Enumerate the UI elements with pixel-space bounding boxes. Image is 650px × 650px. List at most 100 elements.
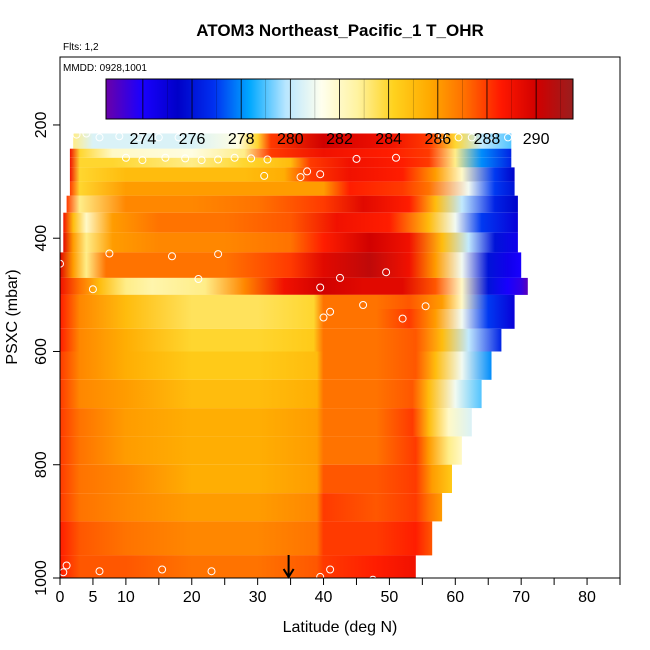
heatmap-row (60, 309, 515, 329)
x-tick-label: 20 (183, 589, 201, 606)
sample-point (135, 133, 144, 142)
heatmap-row (60, 294, 515, 309)
heatmap-layer (60, 96, 528, 578)
sample-point (247, 154, 256, 163)
flights-label: Flts: 1,2 (63, 42, 99, 53)
y-tick-label: 200 (33, 112, 50, 139)
sample-point (352, 154, 361, 163)
plot-frame (59, 56, 621, 579)
sample-point (398, 314, 407, 323)
heatmap-row (60, 351, 492, 380)
sample-point (260, 171, 269, 180)
y-tick-label: 600 (33, 338, 50, 365)
sample-point (263, 155, 272, 164)
sample-point (326, 565, 335, 574)
heatmap-row (60, 464, 452, 493)
colorbar: 274 276 278 280 282 284 286 288 290 (105, 78, 574, 148)
x-tick-label: 50 (381, 589, 399, 606)
sample-point (207, 567, 216, 576)
colorbar-tick-label: 284 (375, 131, 402, 148)
heatmap-row (60, 493, 443, 522)
sample-point (88, 285, 97, 294)
sample-point (154, 133, 163, 142)
sample-point (487, 132, 496, 141)
sample-point (174, 133, 183, 142)
heatmap-row (66, 195, 518, 213)
x-axis-label: Latitude (deg N) (283, 619, 398, 636)
heatmap-row (60, 252, 522, 278)
sample-point (454, 133, 463, 142)
sample-point (95, 567, 104, 576)
heatmap-row (60, 277, 528, 295)
heatmap-row (73, 133, 512, 149)
x-axis: 0 10 20 30 40 50 60 70 80 5 (56, 578, 621, 606)
sample-point (197, 156, 206, 165)
heatmap-row (69, 157, 512, 168)
sample-point (121, 153, 130, 162)
colorbar-tick-label: 280 (277, 131, 304, 148)
y-tick-label: 1000 (33, 560, 50, 596)
sample-point (336, 273, 344, 282)
x-tick-label: 70 (512, 589, 530, 606)
sample-point (115, 132, 124, 141)
sample-point (181, 154, 190, 163)
heatmap-row (69, 181, 515, 196)
x-tick-label: 40 (315, 589, 333, 606)
colorbar-tick-label: 282 (326, 131, 353, 148)
colorbar-tick-label: 276 (179, 131, 206, 148)
sample-point (158, 565, 167, 574)
colorbar-tick-label: 290 (523, 131, 550, 148)
sample-point (194, 275, 203, 283)
sample-point (316, 572, 325, 581)
sample-point (168, 252, 176, 261)
x-tick-label: 30 (249, 589, 267, 606)
sample-point (359, 301, 368, 309)
dates-label: MMDD: 0928,1001 (63, 63, 147, 74)
x-tick-label: 0 (56, 589, 65, 606)
x-tick-label: 10 (117, 589, 135, 606)
y-axis: 200 400 600 800 1000 (33, 112, 60, 596)
colorbar-tick-label: 286 (424, 131, 451, 148)
x-tick-label: 60 (446, 589, 464, 606)
sample-point (368, 575, 377, 584)
heatmap-row (69, 167, 515, 182)
sample-point (82, 129, 91, 138)
colorbar-tick-label: 274 (130, 131, 157, 148)
x-tick-label: 80 (578, 589, 596, 606)
chart-title: ATOM3 Northeast_Pacific_1 T_OHR (196, 21, 484, 40)
sample-point (214, 250, 223, 259)
colorbar-tick-label: 288 (474, 131, 501, 148)
sample-point (138, 156, 147, 165)
y-tick-label: 400 (33, 225, 50, 252)
sample-point (382, 268, 391, 277)
sample-point (62, 561, 71, 570)
sample-point (161, 153, 170, 162)
arrow-marker (282, 555, 295, 579)
sample-point (438, 132, 447, 141)
sample-point (303, 167, 312, 176)
sample-point (504, 133, 512, 142)
sample-point (467, 133, 476, 142)
sample-point (105, 249, 114, 258)
x-tick-label: 5 (88, 589, 97, 606)
y-tick-label: 800 (33, 451, 50, 478)
sample-point (296, 173, 305, 182)
sample-point (214, 155, 223, 164)
heatmap-row (60, 408, 472, 437)
y-axis-label: PSXC (mbar) (4, 269, 21, 364)
sample-point (421, 302, 430, 311)
heatmap-row (63, 212, 518, 233)
heatmap-row (60, 436, 462, 465)
arrow-head (282, 568, 295, 579)
sample-point (319, 313, 328, 322)
sample-point (392, 153, 400, 162)
heatmap-row (60, 379, 482, 409)
sample-point (326, 307, 335, 316)
plot-border (59, 56, 621, 579)
heatmap-row (69, 148, 512, 158)
sample-point (95, 133, 104, 142)
sample-point (316, 283, 325, 292)
heatmap-row (60, 555, 416, 578)
sample-point (72, 130, 81, 139)
